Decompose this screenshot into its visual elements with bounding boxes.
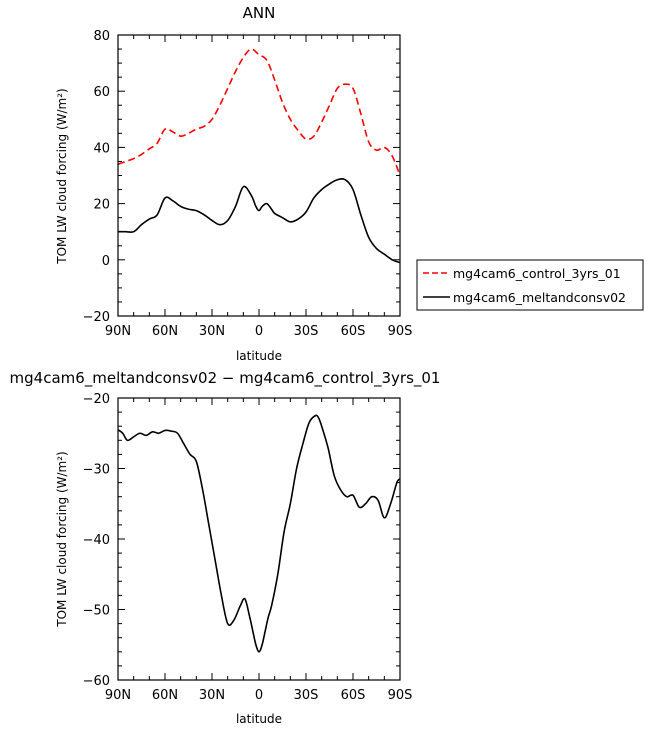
top-chart-x-tick-label: 30N bbox=[199, 324, 225, 339]
bottom-chart-series-line-difference bbox=[117, 414, 401, 653]
legend-label-control: mg4cam6_control_3yrs_01 bbox=[453, 266, 621, 281]
bottom-chart-y-tick-label: −60 bbox=[83, 674, 110, 689]
top-chart-plot-frame bbox=[117, 34, 401, 317]
top-chart-x-tick-label: 30S bbox=[294, 324, 319, 339]
top-chart-y-tick-label: 60 bbox=[93, 85, 110, 100]
bottom-chart-y-tick-label: −40 bbox=[83, 533, 110, 548]
bottom-chart-x-tick-label: 30S bbox=[294, 688, 319, 703]
top-chart-series-line-mg4cam6-meltandconsv02 bbox=[118, 178, 401, 264]
top-chart-y-tick-label: 0 bbox=[102, 254, 110, 269]
bottom-chart-x-tick-label: 30N bbox=[199, 688, 225, 703]
top-chart-legend: mg4cam6_control_3yrs_01 mg4cam6_meltandc… bbox=[416, 259, 644, 311]
top-chart-x-tick-label: 90N bbox=[105, 324, 131, 339]
legend-box bbox=[416, 259, 644, 311]
bottom-chart-plot-frame bbox=[117, 397, 401, 681]
top-chart-y-axis-label: TOM LW cloud forcing (W/m²) bbox=[55, 88, 69, 265]
bottom-chart-y-tick-label: −30 bbox=[83, 463, 110, 478]
legend-label-meltandconsv02: mg4cam6_meltandconsv02 bbox=[453, 290, 626, 305]
top-chart-y-tick-label: 80 bbox=[93, 29, 110, 44]
bottom-chart-panel: mg4cam6_meltandconsv02 − mg4cam6_control… bbox=[10, 369, 441, 726]
top-chart-y-tick-label: −20 bbox=[83, 310, 110, 325]
top-chart-x-tick-label: 60N bbox=[152, 324, 178, 339]
bottom-chart-x-tick-label: 60N bbox=[152, 688, 178, 703]
bottom-chart-y-axis-label: TOM LW cloud forcing (W/m²) bbox=[55, 451, 69, 628]
bottom-chart-x-tick-label: 90N bbox=[105, 688, 131, 703]
bottom-chart-y-tick-label: −50 bbox=[83, 604, 110, 619]
top-chart-x-tick-label: 90S bbox=[388, 324, 413, 339]
bottom-chart-y-tick-label: −20 bbox=[83, 392, 110, 407]
top-chart-y-tick-label: 20 bbox=[93, 198, 110, 213]
top-chart-panel: ANN TOM LW cloud forcing (W/m²) latitude… bbox=[55, 4, 412, 363]
bottom-chart-x-tick-label: 0 bbox=[255, 688, 263, 703]
top-chart-x-tick-label: 60S bbox=[341, 324, 366, 339]
top-chart-series-line-mg4cam6-control-3yrs-01 bbox=[117, 48, 401, 176]
top-chart-x-axis-label: latitude bbox=[236, 349, 282, 363]
top-chart-x-tick-label: 0 bbox=[255, 324, 263, 339]
top-chart-title: ANN bbox=[243, 4, 276, 22]
bottom-chart-title: mg4cam6_meltandconsv02 − mg4cam6_control… bbox=[10, 369, 441, 388]
top-chart-y-tick-label: 40 bbox=[93, 141, 110, 156]
bottom-chart-x-tick-label: 60S bbox=[341, 688, 366, 703]
bottom-chart-x-tick-label: 90S bbox=[388, 688, 413, 703]
bottom-chart-x-axis-label: latitude bbox=[236, 712, 282, 726]
